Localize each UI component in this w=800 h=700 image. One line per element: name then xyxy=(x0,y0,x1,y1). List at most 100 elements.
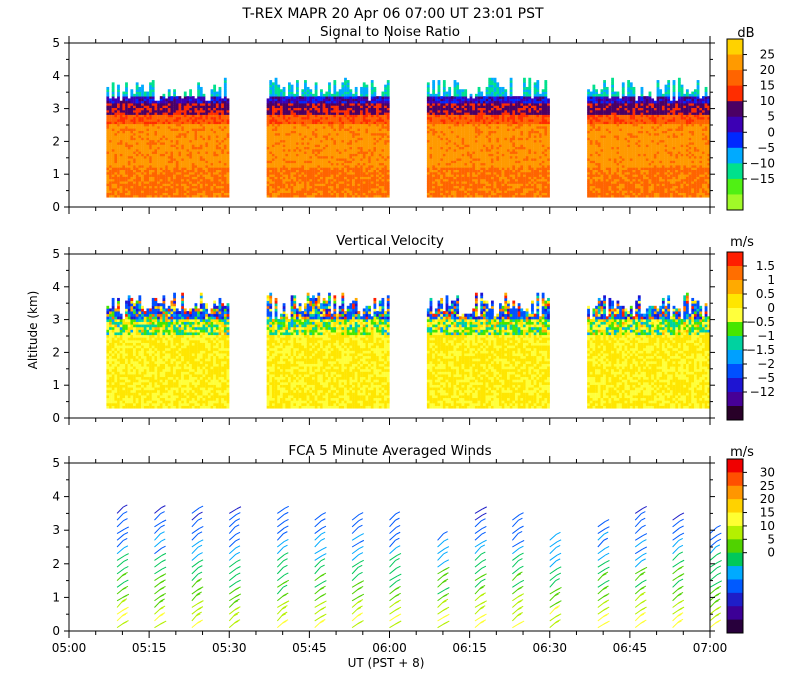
snr-cell xyxy=(130,121,133,124)
snr-cell xyxy=(288,149,291,152)
snr-cell xyxy=(288,108,291,111)
snr-cell xyxy=(285,186,288,189)
snr-cell xyxy=(267,121,270,124)
snr-cell xyxy=(154,124,157,127)
snr-cell xyxy=(277,190,280,193)
snr-cell xyxy=(299,165,302,168)
snr-cell xyxy=(136,165,139,168)
snr-cell xyxy=(304,133,307,136)
snr-cell xyxy=(149,110,152,113)
snr-cell xyxy=(312,160,315,163)
snr-cell xyxy=(224,87,227,90)
snr-cell xyxy=(200,174,203,177)
snr-cell xyxy=(267,163,270,166)
snr-cell xyxy=(154,190,157,193)
snr-cell xyxy=(184,115,187,118)
snr-cell xyxy=(200,144,203,147)
snr-cell xyxy=(168,186,171,189)
snr-cell xyxy=(208,142,211,145)
snr-cell xyxy=(165,172,168,175)
snr-cell xyxy=(128,186,131,189)
snr-cell xyxy=(160,172,163,175)
snr-cell xyxy=(168,101,171,104)
snr-cell xyxy=(176,176,179,179)
snr-cell xyxy=(179,147,182,150)
snr-cell xyxy=(141,156,144,159)
snr-cell xyxy=(269,126,272,129)
snr-cell xyxy=(125,165,128,168)
snr-cell xyxy=(149,142,152,145)
snr-cell xyxy=(130,128,133,131)
snr-cell xyxy=(189,163,192,166)
snr-cell xyxy=(152,137,155,140)
snr-cell xyxy=(205,174,208,177)
snr-cell xyxy=(109,126,112,129)
snr-cell xyxy=(176,119,179,122)
snr-cell xyxy=(267,135,270,138)
snr-cell xyxy=(122,151,125,154)
snr-cell xyxy=(280,101,283,104)
snr-cell xyxy=(152,108,155,111)
snr-cell xyxy=(291,151,294,154)
snr-cell xyxy=(216,94,219,97)
snr-cell xyxy=(312,158,315,161)
snr-cell xyxy=(112,195,115,198)
snr-cell xyxy=(184,167,187,170)
snr-cell xyxy=(179,135,182,138)
snr-cell xyxy=(170,149,173,152)
snr-cell xyxy=(197,137,200,140)
snr-cell xyxy=(120,133,123,136)
snr-cell xyxy=(112,96,115,99)
snr-cell xyxy=(288,170,291,173)
snr-cell xyxy=(221,119,224,122)
snr-cell xyxy=(200,149,203,152)
snr-cell xyxy=(154,195,157,198)
snr-cell xyxy=(296,183,299,186)
snr-cell xyxy=(138,160,141,163)
snr-cell xyxy=(213,172,216,175)
snr-cell xyxy=(162,172,165,175)
snr-cell xyxy=(211,151,214,154)
snr-cell xyxy=(170,105,173,108)
snr-cell xyxy=(208,144,211,147)
snr-cell xyxy=(176,172,179,175)
snr-cell xyxy=(168,170,171,173)
snr-cell xyxy=(141,85,144,88)
snr-cell xyxy=(184,119,187,122)
snr-cell xyxy=(141,190,144,193)
snr-cell xyxy=(122,179,125,182)
snr-cell xyxy=(203,190,206,193)
snr-cell xyxy=(197,135,200,138)
snr-cell xyxy=(216,190,219,193)
snr-cell xyxy=(275,142,278,145)
snr-cell xyxy=(277,183,280,186)
snr-cell xyxy=(301,103,304,106)
snr-cell xyxy=(203,167,206,170)
snr-cell xyxy=(227,101,230,104)
snr-cell xyxy=(192,163,195,166)
snr-cell xyxy=(168,151,171,154)
snr-cell xyxy=(141,87,144,90)
snr-cell xyxy=(272,172,275,175)
snr-cell xyxy=(146,163,149,166)
snr-cell xyxy=(227,137,230,140)
snr-cell xyxy=(130,126,133,129)
snr-cell xyxy=(203,188,206,191)
snr-cell xyxy=(112,128,115,131)
snr-cell xyxy=(277,147,280,150)
snr-cell xyxy=(301,135,304,138)
snr-cell xyxy=(120,103,123,106)
snr-cell xyxy=(114,117,117,120)
snr-cell xyxy=(152,89,155,92)
snr-cell xyxy=(136,195,139,198)
snr-cell xyxy=(117,147,120,150)
snr-cell xyxy=(288,87,291,90)
snr-cell xyxy=(304,156,307,159)
snr-cell xyxy=(189,89,192,92)
snr-cell xyxy=(224,133,227,136)
snr-cell xyxy=(181,121,184,124)
snr-cell xyxy=(307,172,310,175)
snr-cell xyxy=(216,154,219,157)
snr-cell xyxy=(227,124,230,127)
snr-cell xyxy=(293,183,296,186)
